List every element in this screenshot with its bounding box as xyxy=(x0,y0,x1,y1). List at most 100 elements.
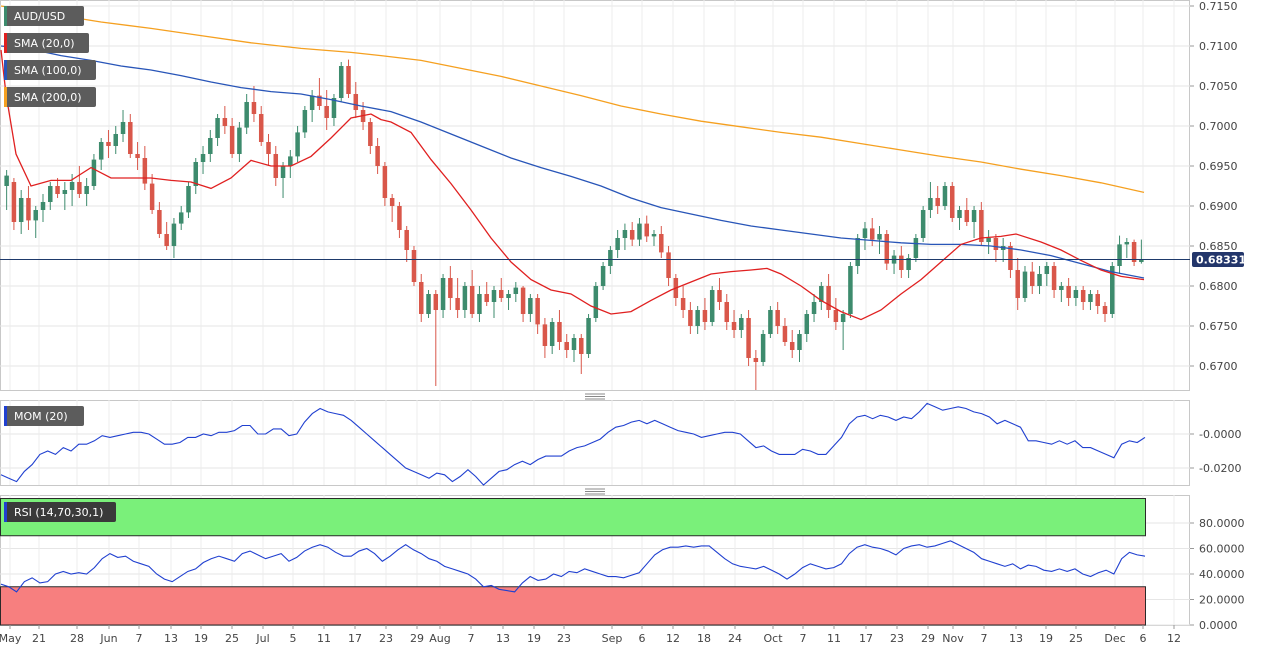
candle xyxy=(302,106,308,138)
candle-body xyxy=(455,298,460,310)
legend-label: MOM (20) xyxy=(14,410,68,423)
candle-body xyxy=(411,250,417,282)
candle xyxy=(411,246,417,286)
candle xyxy=(11,178,17,230)
candle-body xyxy=(18,198,24,222)
candle xyxy=(957,206,962,230)
candle-body xyxy=(680,298,686,310)
candle-body xyxy=(993,238,999,250)
price-panel-frame xyxy=(0,0,1190,391)
candle-body xyxy=(1080,290,1086,302)
candle-body xyxy=(666,252,671,278)
candle xyxy=(338,62,344,102)
candle xyxy=(26,186,31,230)
x-tick-label: 28 xyxy=(70,632,84,645)
y-tick-label: 40.0000 xyxy=(1199,568,1245,581)
candle-body xyxy=(440,278,446,310)
candle xyxy=(731,310,737,338)
candle-body xyxy=(113,134,119,146)
candle xyxy=(258,106,264,146)
candle xyxy=(564,334,569,358)
candle-body xyxy=(848,266,853,314)
y-tick-label: 0.0000 xyxy=(1199,619,1238,632)
candle xyxy=(949,182,955,222)
candle xyxy=(535,294,540,334)
candle xyxy=(1044,262,1050,286)
candle xyxy=(1029,262,1035,294)
candle-body xyxy=(899,255,904,270)
legend-label: SMA (100,0) xyxy=(14,64,82,77)
x-tick-label: May xyxy=(0,632,22,645)
candle-body xyxy=(979,210,984,242)
x-tick-label: 13 xyxy=(164,632,178,645)
legend-sma100[interactable]: SMA (100,0) xyxy=(4,60,96,80)
y-tick-label: 0.7050 xyxy=(1199,80,1238,93)
y-tick-label: -0.0000 xyxy=(1199,428,1241,441)
y-tick-label: 20.0000 xyxy=(1199,594,1245,607)
candle xyxy=(295,126,300,162)
candle xyxy=(128,114,133,158)
candle-body xyxy=(149,183,155,210)
candle xyxy=(746,310,751,366)
candle-body xyxy=(338,66,344,98)
candle-body xyxy=(557,322,562,342)
candle-body xyxy=(98,142,104,160)
candle-body xyxy=(106,142,111,146)
candle-body xyxy=(739,318,744,330)
rsi-y-axis: 80.0000 60.0000 40.0000 20.0000 0.0000 xyxy=(1190,517,1245,632)
candle xyxy=(1051,262,1057,298)
x-tick-label: 13 xyxy=(496,632,510,645)
x-tick-label: 17 xyxy=(348,632,362,645)
candle-body xyxy=(324,106,329,118)
candle xyxy=(637,218,642,246)
candle xyxy=(499,278,504,302)
candle-body xyxy=(69,182,75,190)
candle xyxy=(106,130,111,158)
candle xyxy=(811,294,817,322)
legend-mom[interactable]: MOM (20) xyxy=(4,406,84,426)
candle xyxy=(1080,286,1086,310)
candle-body xyxy=(964,210,970,222)
candle-body xyxy=(1037,274,1042,286)
legend-rsi[interactable]: RSI (14,70,30,1) xyxy=(4,502,116,522)
legend-sma20[interactable]: SMA (20,0) xyxy=(4,33,89,53)
candle xyxy=(920,206,926,242)
candle xyxy=(280,162,286,198)
mom-grid xyxy=(0,433,1190,469)
candle-body xyxy=(615,238,620,250)
candle-body xyxy=(1102,306,1108,314)
candle xyxy=(331,94,337,126)
candle xyxy=(782,318,788,346)
candle-body xyxy=(193,162,199,186)
candle-body xyxy=(309,95,315,110)
candle-body xyxy=(869,228,875,240)
panel-resize-handle-2[interactable] xyxy=(585,488,605,495)
candle xyxy=(557,310,562,350)
candle-body xyxy=(302,110,308,133)
y-tick-label: 0.7150 xyxy=(1199,0,1238,13)
candle-body xyxy=(469,286,475,314)
candle xyxy=(433,290,439,386)
candle-body xyxy=(709,290,715,322)
legend-sma200[interactable]: SMA (200,0) xyxy=(4,87,96,107)
candle-body xyxy=(222,118,228,126)
candle xyxy=(964,198,970,226)
current-price-box xyxy=(1192,252,1244,268)
panel-resize-handle-1[interactable] xyxy=(585,393,605,400)
candle xyxy=(324,90,329,130)
candle xyxy=(1102,302,1108,322)
candle-body xyxy=(120,122,126,134)
candle xyxy=(542,318,548,358)
candle xyxy=(1073,286,1079,306)
candle-body xyxy=(579,338,584,354)
candle xyxy=(4,170,9,210)
candle xyxy=(862,222,868,250)
candle xyxy=(404,226,409,262)
candle xyxy=(418,274,424,322)
legend-audusd[interactable]: AUD/USD xyxy=(4,6,84,26)
candle-body xyxy=(448,278,453,298)
candle-body xyxy=(782,326,788,342)
candle-body xyxy=(1022,271,1028,298)
candle-body xyxy=(651,234,657,237)
candle xyxy=(804,310,810,342)
